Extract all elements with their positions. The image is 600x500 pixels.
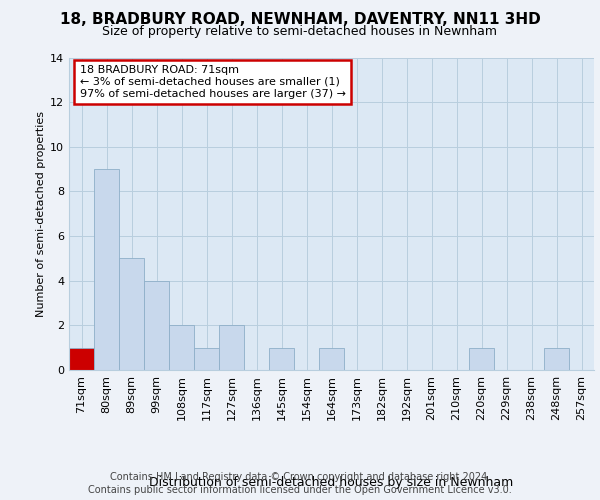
Bar (119, 258, 144, 370)
Text: Contains HM Land Registry data © Crown copyright and database right 2024.: Contains HM Land Registry data © Crown c… (110, 472, 490, 482)
Bar (94, 169, 119, 370)
Bar (69, 348, 94, 370)
Bar (469, 348, 494, 370)
Bar (169, 326, 194, 370)
Text: 18, BRADBURY ROAD, NEWNHAM, DAVENTRY, NN11 3HD: 18, BRADBURY ROAD, NEWNHAM, DAVENTRY, NN… (59, 12, 541, 28)
Y-axis label: Number of semi-detached properties: Number of semi-detached properties (36, 111, 46, 317)
X-axis label: Distribution of semi-detached houses by size in Newnham: Distribution of semi-detached houses by … (149, 476, 514, 488)
Text: Contains public sector information licensed under the Open Government Licence v3: Contains public sector information licen… (88, 485, 512, 495)
Bar (219, 326, 244, 370)
Text: Size of property relative to semi-detached houses in Newnham: Size of property relative to semi-detach… (103, 25, 497, 38)
Bar (319, 348, 344, 370)
Bar (544, 348, 569, 370)
Bar (269, 348, 294, 370)
Text: 18 BRADBURY ROAD: 71sqm
← 3% of semi-detached houses are smaller (1)
97% of semi: 18 BRADBURY ROAD: 71sqm ← 3% of semi-det… (79, 66, 346, 98)
Bar (194, 348, 219, 370)
Bar (144, 280, 169, 370)
